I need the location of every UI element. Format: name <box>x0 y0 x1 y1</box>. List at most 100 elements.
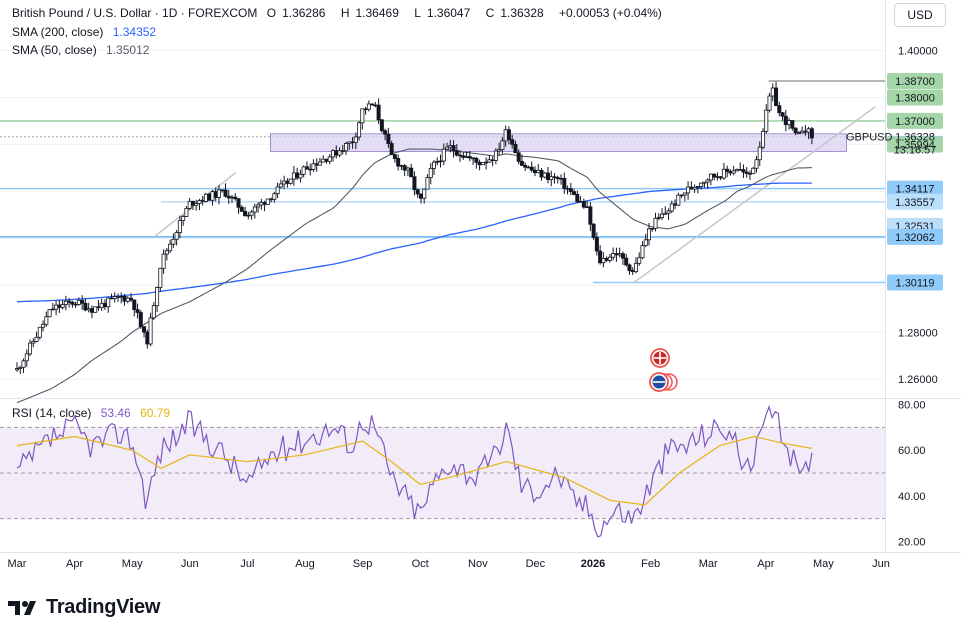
candle <box>24 349 29 367</box>
candle <box>484 157 489 170</box>
time-tick-label: Jul <box>240 558 254 570</box>
brand-name: TradingView <box>46 596 161 618</box>
candle-down <box>122 295 127 302</box>
candle <box>770 83 775 102</box>
candle <box>366 100 371 112</box>
candle <box>562 172 567 194</box>
candle-down <box>594 237 599 252</box>
sma50-legend[interactable]: SMA (50, close) 1.35012 <box>12 43 155 57</box>
candle <box>265 198 270 206</box>
candle-up <box>28 342 33 355</box>
candle-up <box>321 158 326 163</box>
level-price-label: 1.34117 <box>887 180 943 197</box>
chart-area[interactable]: 1.40000 1.28000 1.26000 1.38700 1.38000 1.370… <box>0 0 961 590</box>
candle-down <box>513 143 518 154</box>
candle-up <box>480 162 485 166</box>
candle-up <box>405 167 410 171</box>
candle <box>324 158 329 164</box>
candle-down <box>80 299 85 304</box>
candle-up <box>344 143 349 152</box>
symbol-title[interactable]: British Pound / U.S. Dollar · 1D · FOREX… <box>12 6 258 20</box>
candle <box>86 302 91 313</box>
candle <box>497 142 502 156</box>
candle <box>751 166 756 175</box>
level-label-text: 1.37000 <box>895 116 935 128</box>
candle <box>708 173 713 186</box>
candle <box>604 256 609 262</box>
candle-up <box>187 200 192 209</box>
candle-up <box>93 306 98 313</box>
candle <box>256 202 261 213</box>
candle-up <box>679 194 684 197</box>
sma200-legend[interactable]: SMA (200, close) 1.34352 <box>12 25 162 39</box>
candle-up <box>692 186 697 190</box>
candle <box>223 183 228 198</box>
candle-up <box>119 295 124 298</box>
footer-brand[interactable]: TradingView <box>8 596 160 619</box>
candle-up <box>666 210 671 214</box>
sma50-label: SMA (50, close) <box>12 43 97 57</box>
candle-down <box>774 87 779 107</box>
level-label-text: 1.38000 <box>895 92 935 104</box>
candle <box>99 298 104 311</box>
candle <box>330 149 335 162</box>
candle-up <box>428 167 433 179</box>
rsi-tick-label: 40.00 <box>898 491 926 503</box>
candle-up <box>448 145 453 148</box>
candle <box>438 154 443 168</box>
candle-up <box>112 296 117 299</box>
candle-up <box>497 149 502 152</box>
candle <box>386 127 391 148</box>
candle-down <box>383 130 388 135</box>
candle-down <box>673 203 678 206</box>
candle <box>637 252 642 266</box>
candle-up <box>686 186 691 194</box>
candle <box>174 229 179 246</box>
candle-down <box>102 302 107 308</box>
candle <box>793 127 798 136</box>
candle <box>181 214 186 226</box>
uk-event-flag-icon <box>650 348 670 368</box>
level-label-text: 1.33557 <box>895 197 935 209</box>
candle-down <box>129 297 134 301</box>
candle-up <box>542 172 547 178</box>
candle-down <box>262 202 267 205</box>
currency-selector[interactable]: USD <box>894 3 946 27</box>
sma200-label: SMA (200, close) <box>12 25 104 39</box>
candle <box>445 142 450 150</box>
candle-down <box>376 104 381 121</box>
candle-down <box>308 168 313 171</box>
candle-down <box>529 166 534 171</box>
candle-up <box>487 159 492 163</box>
candle-up <box>617 253 622 256</box>
candle-up <box>441 148 446 162</box>
us-event-flag-icon <box>649 372 678 392</box>
candle-down <box>412 176 417 191</box>
price-chart-svg[interactable]: 1.40000 1.28000 1.26000 1.38700 1.38000 1.370… <box>0 0 961 590</box>
level-price-label: 1.38700 <box>887 73 943 90</box>
rsi-legend[interactable]: RSI (14, close) 53.46 60.79 <box>12 406 176 420</box>
candle-up <box>21 360 26 368</box>
price-change: +0.00053 (+0.04%) <box>559 6 662 20</box>
candle <box>164 247 169 261</box>
candle <box>572 188 577 196</box>
candle-down <box>588 206 593 225</box>
candle-up <box>663 212 668 215</box>
candle-up <box>216 189 221 198</box>
candle-up <box>676 194 681 206</box>
candle-down <box>379 119 384 132</box>
candle <box>519 154 524 167</box>
candle-down <box>373 104 378 107</box>
time-tick-label: Mar <box>8 558 27 570</box>
candle <box>718 176 723 181</box>
candle <box>275 182 280 198</box>
candle-down <box>552 176 557 178</box>
candle-up <box>536 169 541 174</box>
candle <box>288 178 293 185</box>
candle <box>425 174 430 190</box>
candle <box>682 192 687 202</box>
candle <box>480 162 485 166</box>
candle-down <box>477 161 482 166</box>
candle-up <box>44 316 49 325</box>
candle <box>594 232 599 256</box>
